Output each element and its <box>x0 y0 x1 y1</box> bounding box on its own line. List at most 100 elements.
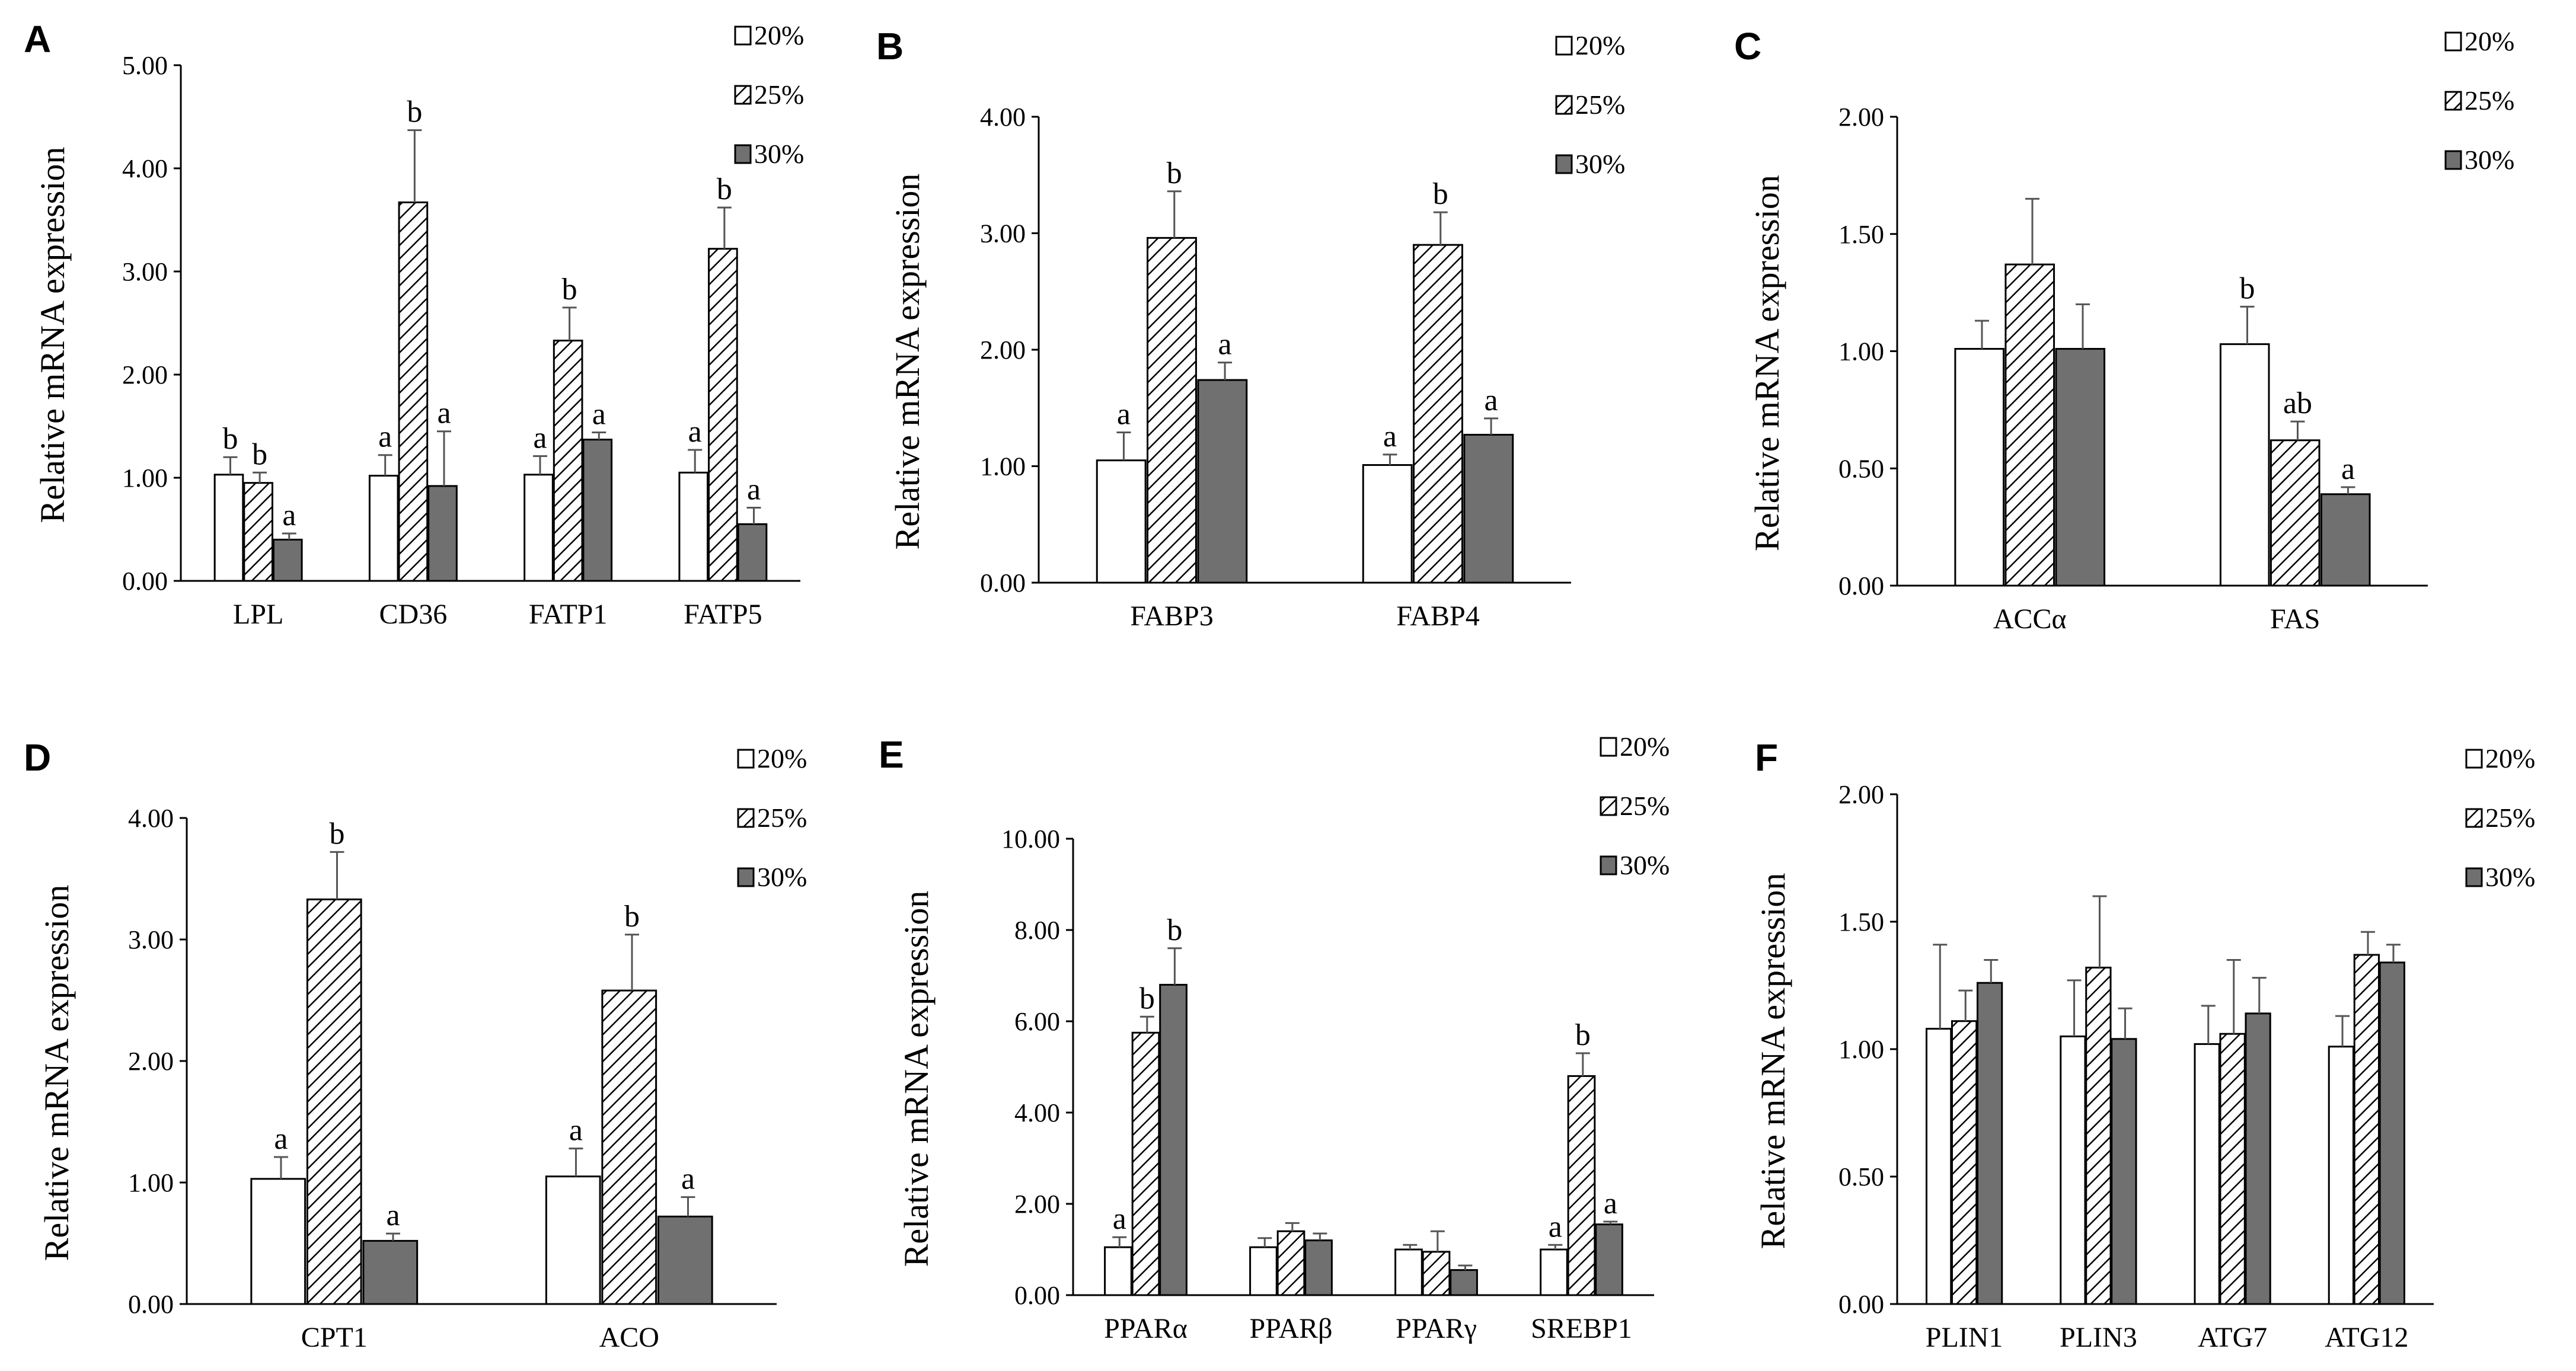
y-tick-label: 1.00 <box>980 452 1026 481</box>
significance-label: b <box>329 817 344 851</box>
significance-label: b <box>407 95 422 129</box>
bar-20pct-CD36 <box>368 475 399 582</box>
y-tick-label: 1.00 <box>1838 1035 1884 1064</box>
legend-swatch <box>2465 749 2483 769</box>
x-tick-label: PPARγ <box>1396 1313 1477 1344</box>
bar-25pct-PPARα <box>1131 1031 1160 1296</box>
y-axis-label: Relative mRNA expression <box>888 174 927 550</box>
legend-label: 25% <box>757 803 807 833</box>
legend-label: 20% <box>1575 30 1625 60</box>
bar-30pct-LPL <box>272 538 303 582</box>
bar-25pct-PPARγ <box>1422 1251 1451 1296</box>
x-tick-label: PPARβ <box>1249 1313 1332 1344</box>
significance-label: a <box>274 1122 288 1156</box>
bar-20pct-FABP3 <box>1096 459 1147 584</box>
bar-30pct-CD36 <box>427 485 458 582</box>
y-tick-label: 3.00 <box>980 219 1026 248</box>
significance-label: a <box>1604 1187 1617 1220</box>
bar-25pct-ATG12 <box>2353 954 2380 1305</box>
bar-25pct-PPARβ <box>1276 1230 1305 1296</box>
y-tick-label: 0.00 <box>1014 1281 1060 1310</box>
significance-label: b <box>1167 156 1182 190</box>
legend-label: 20% <box>1620 731 1670 762</box>
significance-label: a <box>378 420 392 454</box>
y-tick-label: 1.00 <box>128 1168 174 1197</box>
bar-30pct-FATP5 <box>737 523 768 582</box>
bar-25pct-ACO <box>601 989 657 1305</box>
panel-letter: F <box>1755 736 1778 779</box>
significance-label: b <box>222 422 238 456</box>
bar-25pct-SREBP1 <box>1567 1075 1596 1296</box>
significance-label: a <box>386 1199 400 1232</box>
legend-swatch <box>737 808 755 828</box>
y-tick-label: 3.00 <box>128 925 174 954</box>
legend-label: 25% <box>1620 791 1670 821</box>
significance-label: a <box>1485 384 1498 417</box>
y-tick-label: 6.00 <box>1014 1007 1060 1036</box>
legend-swatch <box>1600 737 1617 757</box>
bar-25pct-PLIN3 <box>2085 966 2112 1305</box>
bar-20pct-PPARβ <box>1249 1246 1278 1296</box>
significance-label: b <box>1167 913 1182 947</box>
x-tick-label: ATG7 <box>2198 1322 2267 1353</box>
y-tick-label: 4.00 <box>122 154 168 183</box>
bar-30pct-PPARα <box>1159 983 1188 1296</box>
legend-swatch <box>737 749 755 769</box>
legend-swatch <box>2444 91 2462 111</box>
legend-swatch <box>2444 31 2462 52</box>
y-tick-label: 1.50 <box>1838 220 1884 249</box>
y-tick-label: 2.00 <box>1838 103 1884 132</box>
legend-label: 25% <box>1575 90 1625 120</box>
bar-30pct-CPT1 <box>362 1239 419 1305</box>
y-axis-label: Relative mRNA expression <box>37 885 76 1261</box>
chart-panel-c: C 0.00 0.50 1.00 1.50 2.00 Relative mRNA expre… <box>1734 25 2514 635</box>
bar-25pct-ATG7 <box>2219 1033 2246 1305</box>
bar-30pct-FATP1 <box>582 439 613 582</box>
x-tick-label: PLIN3 <box>2060 1322 2137 1353</box>
bar-20pct-PPARγ <box>1394 1248 1423 1296</box>
y-tick-label: 3.00 <box>122 257 168 286</box>
bar-20pct-ACCα <box>1954 348 2005 587</box>
x-tick-label: ACO <box>599 1322 659 1353</box>
bar-20pct-SREBP1 <box>1540 1248 1568 1296</box>
bar-30pct-SREBP1 <box>1595 1223 1623 1296</box>
legend-label: 30% <box>757 862 807 892</box>
y-tick-label: 2.00 <box>128 1047 174 1076</box>
legend-swatch <box>1555 154 1573 174</box>
x-tick-label: FABP3 <box>1130 600 1214 632</box>
y-tick-label: 0.50 <box>1838 1162 1884 1191</box>
x-tick-label: ATG12 <box>2325 1322 2408 1353</box>
bar-30pct-PPARβ <box>1304 1239 1333 1296</box>
legend-swatch <box>2465 867 2483 887</box>
bar-25pct-ACCα <box>2004 263 2055 587</box>
legend-label: 25% <box>2465 85 2514 116</box>
x-tick-label: SREBP1 <box>1531 1313 1632 1344</box>
x-tick-label: FAS <box>2270 603 2320 635</box>
significance-label: a <box>533 421 547 455</box>
panel-letter: E <box>879 733 904 776</box>
legend-label: 20% <box>757 743 807 774</box>
y-tick-label: 0.00 <box>122 567 168 596</box>
panel-letter: B <box>876 25 904 68</box>
bar-20pct-LPL <box>213 474 244 582</box>
y-tick-label: 4.00 <box>1014 1098 1060 1127</box>
bar-20pct-CPT1 <box>250 1178 307 1305</box>
bar-20pct-PLIN3 <box>2060 1036 2086 1305</box>
panel-letter: C <box>1734 25 1761 68</box>
significance-label: ab <box>2283 386 2312 420</box>
legend-swatch <box>1600 796 1617 816</box>
bar-25pct-LPL <box>243 482 273 582</box>
bar-20pct-FATP1 <box>524 474 554 582</box>
bar-30pct-PLIN1 <box>1976 982 2003 1305</box>
significance-label: b <box>1139 982 1155 1015</box>
chart-panel-f: F 0.00 0.50 1.00 1.50 2.00 Relative mRNA expre… <box>1754 736 2535 1353</box>
y-tick-label: 2.00 <box>1838 780 1884 809</box>
legend-swatch <box>734 25 752 46</box>
y-tick-label: 2.00 <box>980 335 1026 365</box>
y-tick-label: 2.00 <box>1014 1190 1060 1219</box>
significance-label: a <box>569 1114 583 1148</box>
bar-20pct-ACO <box>545 1175 601 1305</box>
legend-swatch <box>734 85 752 105</box>
bar-25pct-FABP4 <box>1413 244 1463 584</box>
